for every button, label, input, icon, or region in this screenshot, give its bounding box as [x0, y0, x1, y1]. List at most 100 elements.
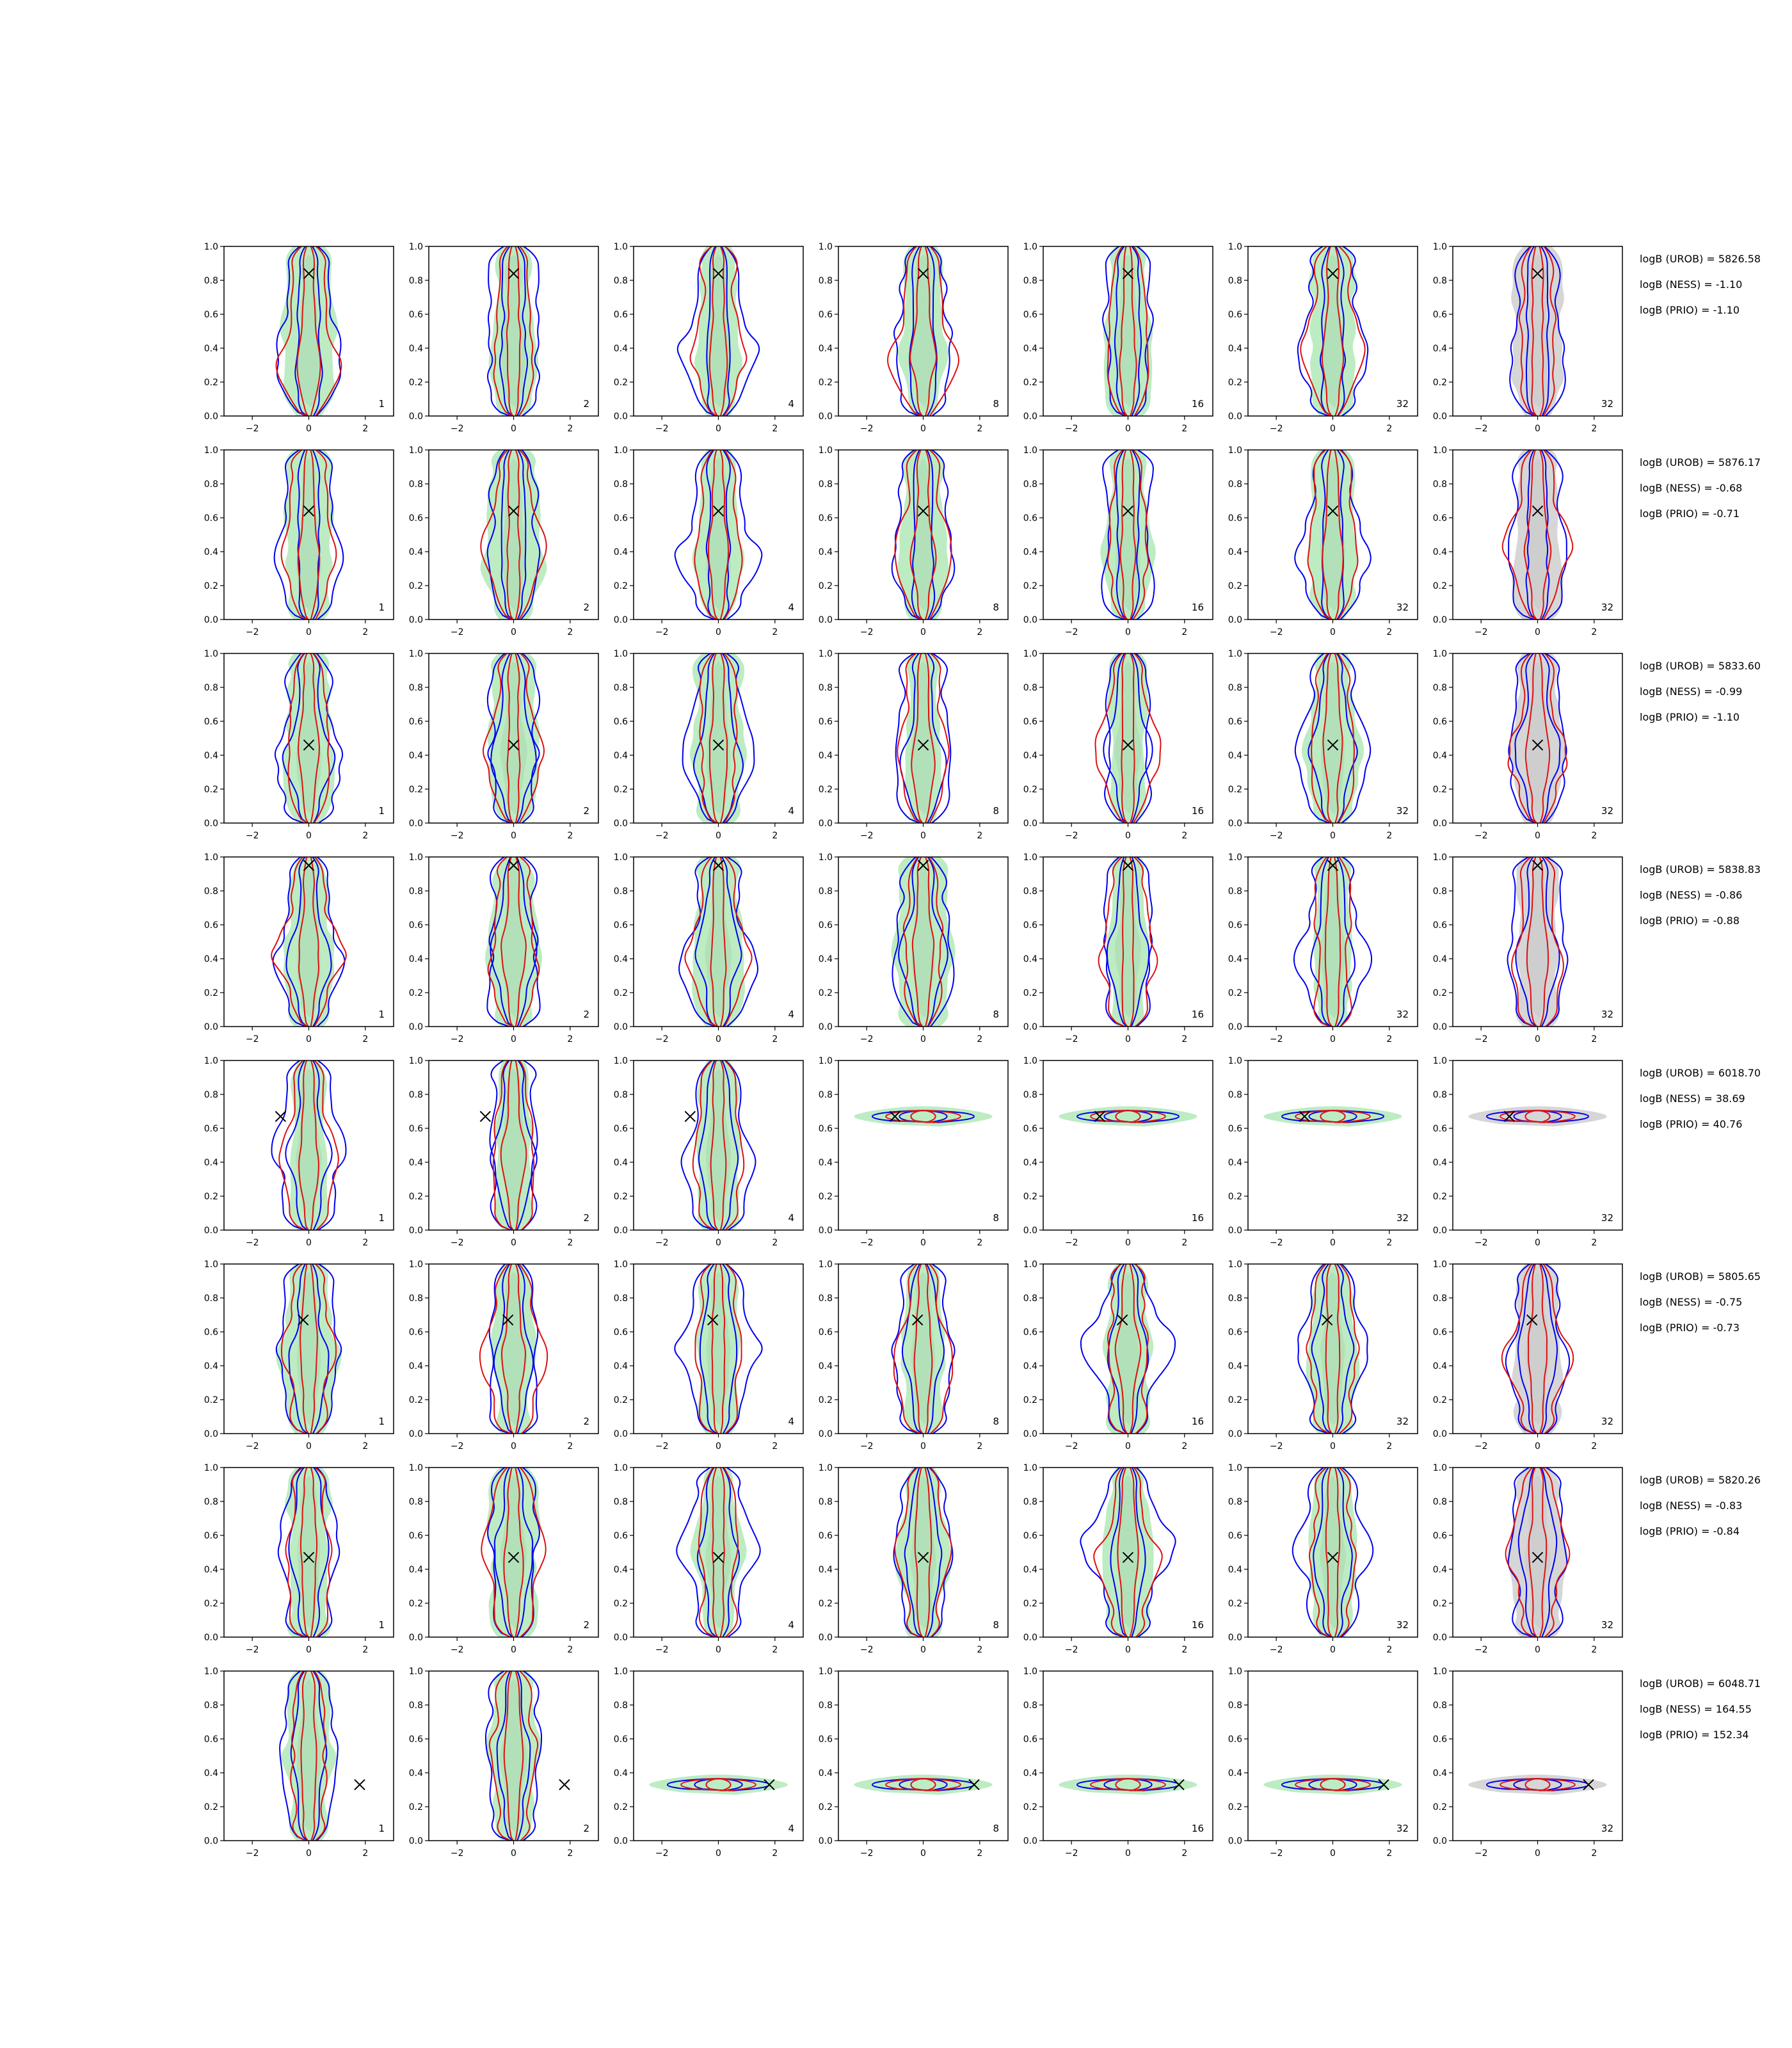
x-tick-label: 0 [511, 424, 516, 434]
y-tick-label: 0.2 [204, 1395, 218, 1405]
red-contour [689, 246, 748, 416]
subplot-r7-c5: 0.0 0.2 0.4 0.6 0.8 1.0 −2 0 2 16 [1023, 1463, 1213, 1655]
y-tick-label: 0.6 [1023, 1327, 1037, 1338]
red-contour [910, 1110, 936, 1123]
x-tick-label: 2 [362, 1034, 368, 1044]
y-tick-label: 1.0 [614, 1667, 628, 1677]
y-tick-label: 0.4 [409, 344, 423, 354]
x-tick-label: 2 [977, 424, 982, 434]
y-tick-label: 0.6 [1023, 1531, 1037, 1541]
subplot-r6-c3: 0.0 0.2 0.4 0.6 0.8 1.0 −2 0 2 4 [614, 1260, 804, 1452]
true-point-marker [917, 739, 929, 751]
density-fill-inner [1321, 255, 1345, 408]
blue-contour [1508, 450, 1567, 620]
y-tick-label: 0.4 [819, 954, 833, 964]
y-tick-label: 0.4 [819, 1565, 833, 1575]
y-tick-label: 0.4 [409, 954, 423, 964]
red-contour [285, 1468, 333, 1637]
blue-contour [493, 1468, 534, 1637]
x-tick-label: −2 [246, 831, 259, 841]
y-tick-label: 0.4 [1228, 1565, 1242, 1575]
x-tick-label: 0 [1125, 424, 1131, 434]
x-tick-label: 2 [1386, 1238, 1392, 1248]
red-contour [694, 1264, 742, 1434]
y-tick-label: 1.0 [1023, 1667, 1037, 1677]
subplot-r3-c1: 0.0 0.2 0.4 0.6 0.8 1.0 −2 0 2 1 [204, 649, 394, 841]
y-tick-label: 0.8 [819, 683, 833, 693]
x-tick-label: 2 [1181, 1034, 1187, 1044]
red-contour [1295, 1110, 1371, 1123]
blue-contour [493, 1264, 534, 1434]
y-tick-label: 0.2 [1433, 785, 1447, 795]
density-fill-inner [1526, 255, 1549, 408]
blue-contour [288, 1468, 330, 1637]
blue-contour [487, 246, 540, 416]
y-tick-label: 1.0 [1433, 1056, 1447, 1066]
y-tick-label: 0.2 [409, 1599, 423, 1609]
red-contour [481, 1468, 547, 1637]
red-contour [1300, 246, 1366, 416]
density-fill [1263, 1106, 1402, 1127]
blue-contour [487, 1468, 540, 1637]
subplot-r8-c1: 0.0 0.2 0.4 0.6 0.8 1.0 −2 0 2 1 [204, 1667, 394, 1859]
subplot-r6-c7: 0.0 0.2 0.4 0.6 0.8 1.0 −2 0 2 32 [1433, 1260, 1623, 1452]
y-tick-label: 0.0 [1433, 1226, 1447, 1236]
y-tick-label: 0.0 [614, 1633, 628, 1643]
subplot-r8-c3: 0.0 0.2 0.4 0.6 0.8 1.0 −2 0 2 4 [614, 1667, 804, 1859]
red-contour [500, 1060, 527, 1230]
x-tick-label: −2 [655, 1034, 669, 1044]
x-tick-label: −2 [246, 1645, 259, 1655]
y-tick-label: 0.2 [1228, 1192, 1242, 1202]
y-tick-label: 0.2 [614, 378, 628, 388]
x-tick-label: 0 [716, 424, 721, 434]
red-contour [1524, 653, 1551, 823]
y-tick-label: 0.0 [1023, 1429, 1037, 1439]
y-tick-label: 0.8 [204, 479, 218, 490]
y-tick-label: 0.2 [614, 1395, 628, 1405]
panel-label: 32 [1396, 1619, 1409, 1631]
x-tick-label: 0 [1330, 1238, 1336, 1248]
density-fill-inner [1320, 1476, 1346, 1629]
y-tick-label: 1.0 [1228, 852, 1242, 863]
y-tick-label: 0.2 [1228, 1599, 1242, 1609]
y-tick-label: 0.4 [819, 344, 833, 354]
true-point-marker [1532, 505, 1544, 517]
red-contour [1524, 1778, 1551, 1791]
y-tick-label: 0.0 [819, 1836, 833, 1846]
subplot-r8-c2: 0.0 0.2 0.4 0.6 0.8 1.0 −2 0 2 2 [409, 1667, 599, 1859]
y-tick-label: 0.2 [819, 1802, 833, 1812]
y-tick-label: 0.8 [819, 1497, 833, 1507]
x-tick-label: −2 [1475, 1034, 1488, 1044]
red-contour [300, 1671, 317, 1841]
panel-label: 1 [378, 1212, 385, 1224]
x-tick-label: 0 [920, 424, 926, 434]
y-tick-label: 0.8 [1023, 1497, 1037, 1507]
x-tick-label: −2 [1270, 1238, 1283, 1248]
blue-contour [1517, 1264, 1558, 1434]
red-contour [1322, 653, 1343, 823]
panel-label: 32 [1601, 602, 1613, 613]
red-contour [1500, 1778, 1576, 1791]
red-contour [1107, 450, 1149, 620]
red-contour [1093, 1468, 1163, 1637]
true-point-marker [1122, 1551, 1134, 1564]
x-tick-label: 2 [567, 1238, 573, 1248]
y-tick-label: 0.6 [1433, 1531, 1447, 1541]
y-tick-label: 0.8 [1228, 683, 1242, 693]
y-tick-label: 0.8 [819, 1700, 833, 1711]
y-tick-label: 1.0 [819, 1667, 833, 1677]
x-tick-label: 2 [567, 1645, 573, 1655]
blue-contour [705, 450, 732, 620]
true-point-marker [712, 1551, 724, 1564]
x-tick-label: 0 [306, 1238, 312, 1248]
y-tick-label: 0.0 [614, 1836, 628, 1846]
subplot-r7-c2: 0.0 0.2 0.4 0.6 0.8 1.0 −2 0 2 2 [409, 1463, 599, 1655]
true-point-marker [479, 1110, 492, 1123]
blue-contour [1292, 1468, 1374, 1637]
y-tick-label: 0.6 [204, 717, 218, 727]
subplot-r4-c3: 0.0 0.2 0.4 0.6 0.8 1.0 −2 0 2 4 [614, 852, 804, 1044]
blue-contour [898, 857, 948, 1027]
y-tick-label: 1.0 [819, 1056, 833, 1066]
x-tick-label: −2 [451, 1238, 464, 1248]
panel-label: 2 [583, 1009, 589, 1020]
